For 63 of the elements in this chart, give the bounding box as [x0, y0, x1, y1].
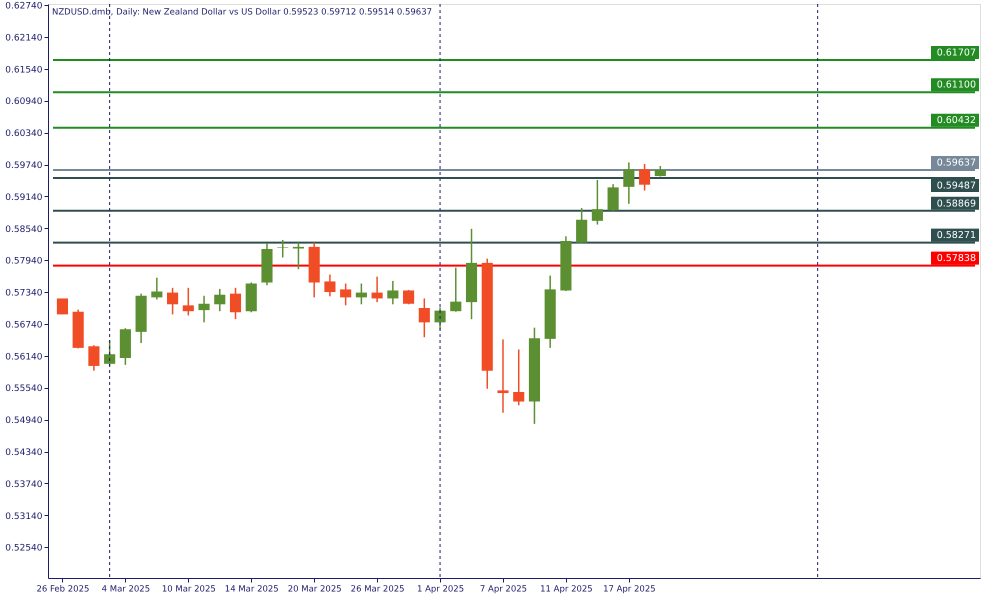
- y-tick-label: 0.53740: [5, 480, 43, 490]
- candlestick: [623, 162, 634, 205]
- x-tick-label: 17 Apr 2025: [603, 584, 656, 594]
- y-tick-label: 0.59740: [5, 161, 43, 172]
- candlestick: [608, 183, 619, 212]
- y-tick-label: 0.54940: [5, 416, 43, 426]
- candlestick: [654, 165, 666, 178]
- candlestick: [340, 282, 352, 306]
- candlestick: [387, 280, 398, 306]
- candlestick: [324, 274, 336, 298]
- y-tick-label: 0.55540: [5, 384, 43, 394]
- ref-line-label: 0.60432: [936, 115, 976, 126]
- x-tick-label: 14 Mar 2025: [224, 584, 279, 594]
- y-tick-label: 0.57340: [5, 288, 43, 299]
- x-tick-label: 7 Apr 2025: [480, 584, 528, 594]
- candlestick: [230, 287, 242, 320]
- ref-line-label: 0.57838: [936, 253, 976, 264]
- candlestick: [513, 348, 524, 406]
- y-tick-label: 0.54340: [5, 448, 43, 458]
- y-tick-label: 0.59140: [5, 192, 43, 203]
- candlestick: [497, 338, 509, 414]
- candlestick: [88, 344, 100, 372]
- y-tick-label: 0.56140: [5, 352, 43, 362]
- ref-line-label: 0.58869: [936, 198, 976, 210]
- candlestick: [292, 242, 304, 270]
- y-tick-label: 0.53140: [5, 512, 43, 522]
- candlestick: [56, 298, 68, 316]
- y-tick-label: 0.62740: [5, 2, 43, 12]
- candlestick: [418, 298, 430, 338]
- x-tick-label: 26 Mar 2025: [350, 584, 405, 594]
- x-tick-label: 26 Feb 2025: [36, 584, 90, 594]
- candlestick: [403, 289, 414, 306]
- ref-line-label: 0.58271: [936, 230, 976, 242]
- candlestick: [450, 266, 462, 312]
- candlestick: [182, 287, 194, 316]
- y-tick-label: 0.58540: [5, 224, 43, 235]
- candlestick: [356, 282, 367, 306]
- candlestick: [151, 276, 162, 300]
- y-tick-label: 0.62140: [5, 33, 43, 44]
- y-tick-label: 0.60940: [5, 97, 43, 108]
- candlestick: [372, 276, 383, 303]
- candlestick: [576, 207, 588, 244]
- ref-line-label: 0.61707: [936, 47, 976, 58]
- y-tick-label: 0.60340: [5, 129, 43, 140]
- chart-title: NZDUSD.dmb, Daily: New Zealand Dollar vs US Dollar 0.59523 0.59712 0.59514 0.59637: [52, 8, 432, 18]
- y-tick-label: 0.52540: [5, 544, 43, 554]
- x-tick-label: 10 Mar 2025: [162, 584, 216, 594]
- ref-line-label: 0.61100: [936, 80, 976, 91]
- y-tick-label: 0.56740: [5, 320, 43, 330]
- candlestick: [592, 179, 603, 226]
- ref-line-label: 0.59487: [936, 180, 976, 192]
- y-tick-label: 0.61540: [5, 65, 43, 76]
- candlestick: [167, 287, 178, 316]
- y-tick-label: 0.57940: [5, 256, 43, 267]
- candlestick: [198, 295, 210, 324]
- x-tick-label: 1 Apr 2025: [416, 584, 464, 594]
- candlestick: [214, 288, 226, 312]
- x-tick-label: 20 Mar 2025: [288, 584, 342, 594]
- x-tick-label: 11 Apr 2025: [540, 584, 593, 594]
- candlestick: [639, 163, 650, 192]
- x-tick-label: 4 Mar 2025: [102, 584, 150, 594]
- ref-line-label: 0.59637: [936, 157, 976, 168]
- candlestick: [277, 239, 288, 258]
